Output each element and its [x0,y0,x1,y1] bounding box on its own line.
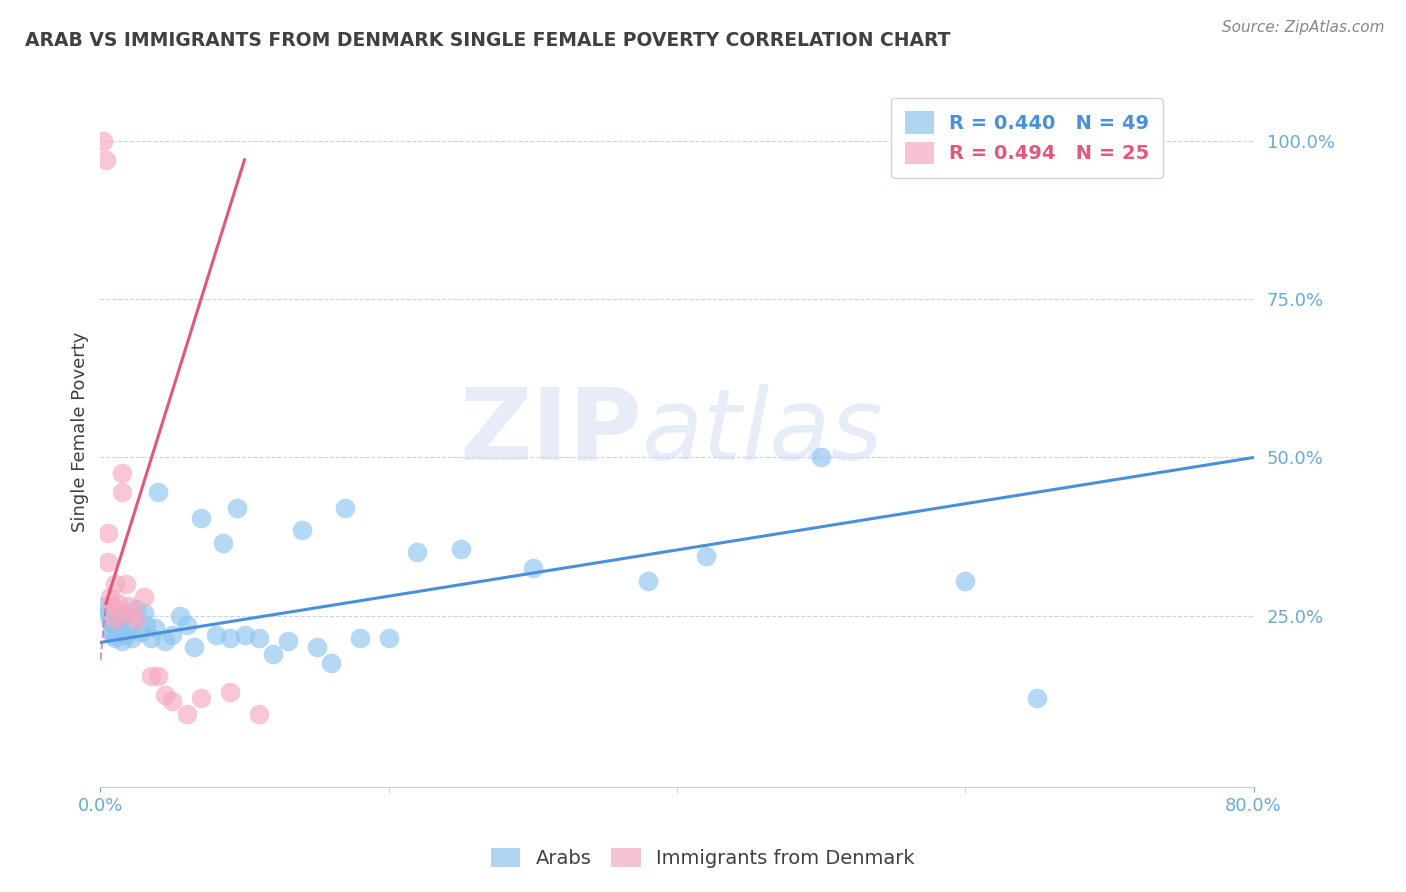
Point [450,542,472,557]
Point [118,599,141,614]
Point [91,134,114,148]
Point [111,634,134,648]
Point [204,628,226,642]
Point [377,631,399,645]
Point [107,608,129,623]
Point [108,606,131,620]
Point [94,153,117,167]
Point [101,624,124,639]
Point [101,599,124,614]
Point [335,501,357,516]
Point [103,628,125,642]
Point [176,706,198,721]
Point [695,549,717,563]
Legend: Arabs, Immigrants from Denmark: Arabs, Immigrants from Denmark [482,838,924,878]
Point [104,577,127,591]
Point [129,624,152,639]
Point [305,640,328,655]
Point [132,590,155,604]
Point [155,634,177,648]
Point [277,634,299,648]
Point [108,622,131,636]
Point [132,606,155,620]
Point [190,691,212,706]
Point [155,688,177,702]
Point [93,599,115,614]
Point [111,485,134,500]
Point [1026,691,1049,706]
Point [219,631,242,645]
Point [107,596,129,610]
Point [233,628,256,642]
Point [349,631,371,645]
Point [139,669,162,683]
Point [291,524,314,538]
Point [262,647,284,661]
Point [955,574,977,588]
Point [522,561,544,575]
Point [111,612,134,626]
Point [121,606,143,620]
Point [118,622,141,636]
Point [406,545,429,559]
Text: ARAB VS IMMIGRANTS FROM DENMARK SINGLE FEMALE POVERTY CORRELATION CHART: ARAB VS IMMIGRANTS FROM DENMARK SINGLE F… [25,31,950,50]
Point [96,555,118,569]
Point [115,628,138,642]
Point [319,657,342,671]
Point [637,574,659,588]
Point [104,631,127,645]
Y-axis label: Single Female Poverty: Single Female Poverty [72,332,89,533]
Point [810,450,832,465]
Point [139,631,162,645]
Point [176,618,198,632]
Point [226,501,249,516]
Point [212,536,235,550]
Point [100,590,122,604]
Point [247,631,270,645]
Point [219,685,242,699]
Point [146,669,169,683]
Legend: R = 0.440   N = 49, R = 0.494   N = 25: R = 0.440 N = 49, R = 0.494 N = 25 [891,98,1163,178]
Point [125,612,148,626]
Point [247,706,270,721]
Point [169,608,191,623]
Point [125,602,148,616]
Point [100,615,122,629]
Point [143,622,166,636]
Point [183,640,205,655]
Point [111,467,134,481]
Text: ZIP: ZIP [460,384,643,481]
Point [146,485,169,500]
Point [121,631,143,645]
Point [104,612,127,626]
Point [96,526,118,541]
Point [190,510,212,524]
Point [162,694,184,708]
Point [96,606,118,620]
Point [162,628,184,642]
Point [104,618,127,632]
Text: Source: ZipAtlas.com: Source: ZipAtlas.com [1222,20,1385,35]
Point [135,618,157,632]
Point [115,577,138,591]
Text: atlas: atlas [643,384,884,481]
